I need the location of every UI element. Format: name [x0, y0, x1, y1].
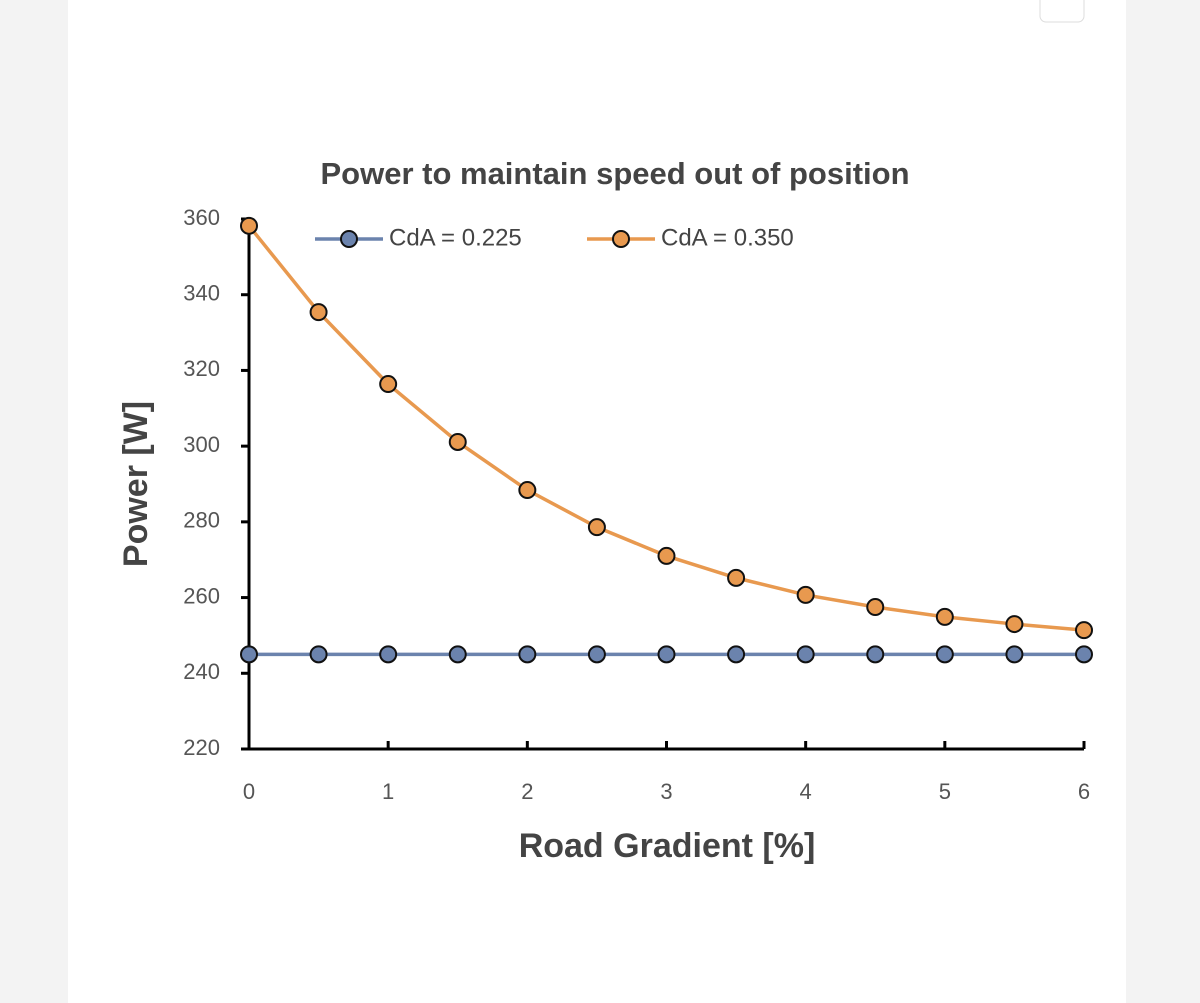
y-tick-label: 240 [183, 659, 220, 684]
data-point [727, 568, 746, 587]
x-axis-label: Road Gradient [%] [519, 827, 816, 865]
corner-box [1039, 0, 1085, 23]
y-tick-label: 360 [183, 205, 220, 230]
data-point [448, 432, 467, 451]
data-point [240, 645, 258, 664]
y-tick-label: 300 [183, 432, 220, 457]
data-point [518, 645, 537, 664]
data-point [448, 645, 467, 664]
data-point [518, 481, 537, 500]
data-point [935, 645, 954, 664]
y-tick-label: 260 [183, 583, 220, 608]
x-tick-label: 2 [521, 779, 533, 804]
data-point [309, 303, 328, 322]
data-point [657, 546, 676, 565]
data-point [240, 216, 258, 235]
data-point [796, 645, 815, 664]
y-tick-label: 220 [183, 735, 220, 760]
x-tick-label: 4 [800, 779, 812, 804]
data-point [935, 607, 954, 626]
legend-label: CdA = 0.225 [389, 224, 522, 251]
x-tick-label: 1 [382, 779, 394, 804]
legend-marker [612, 230, 630, 248]
data-point [727, 645, 746, 664]
data-point [1005, 615, 1024, 634]
data-point [309, 645, 328, 664]
x-tick-label: 3 [660, 779, 672, 804]
x-tick-label: 5 [939, 779, 951, 804]
legend-label: CdA = 0.350 [661, 224, 794, 251]
data-point [866, 645, 885, 664]
panel [68, 0, 1126, 1003]
x-tick-label: 6 [1078, 779, 1090, 804]
x-tick-label: 0 [243, 779, 255, 804]
data-point [657, 645, 676, 664]
data-point [1075, 621, 1093, 640]
data-point [379, 375, 398, 394]
data-point [866, 598, 885, 617]
data-point [1075, 645, 1093, 664]
chart-title: Power to maintain speed out of position [320, 156, 909, 191]
data-point [587, 518, 606, 537]
y-tick-label: 340 [183, 281, 220, 306]
y-tick-label: 320 [183, 356, 220, 381]
legend-marker [340, 230, 358, 248]
y-tick-label: 280 [183, 508, 220, 533]
data-point [587, 645, 606, 664]
data-point [796, 585, 815, 604]
data-point [379, 645, 398, 664]
y-axis-label: Power [W] [117, 401, 155, 567]
data-point [1005, 645, 1024, 664]
